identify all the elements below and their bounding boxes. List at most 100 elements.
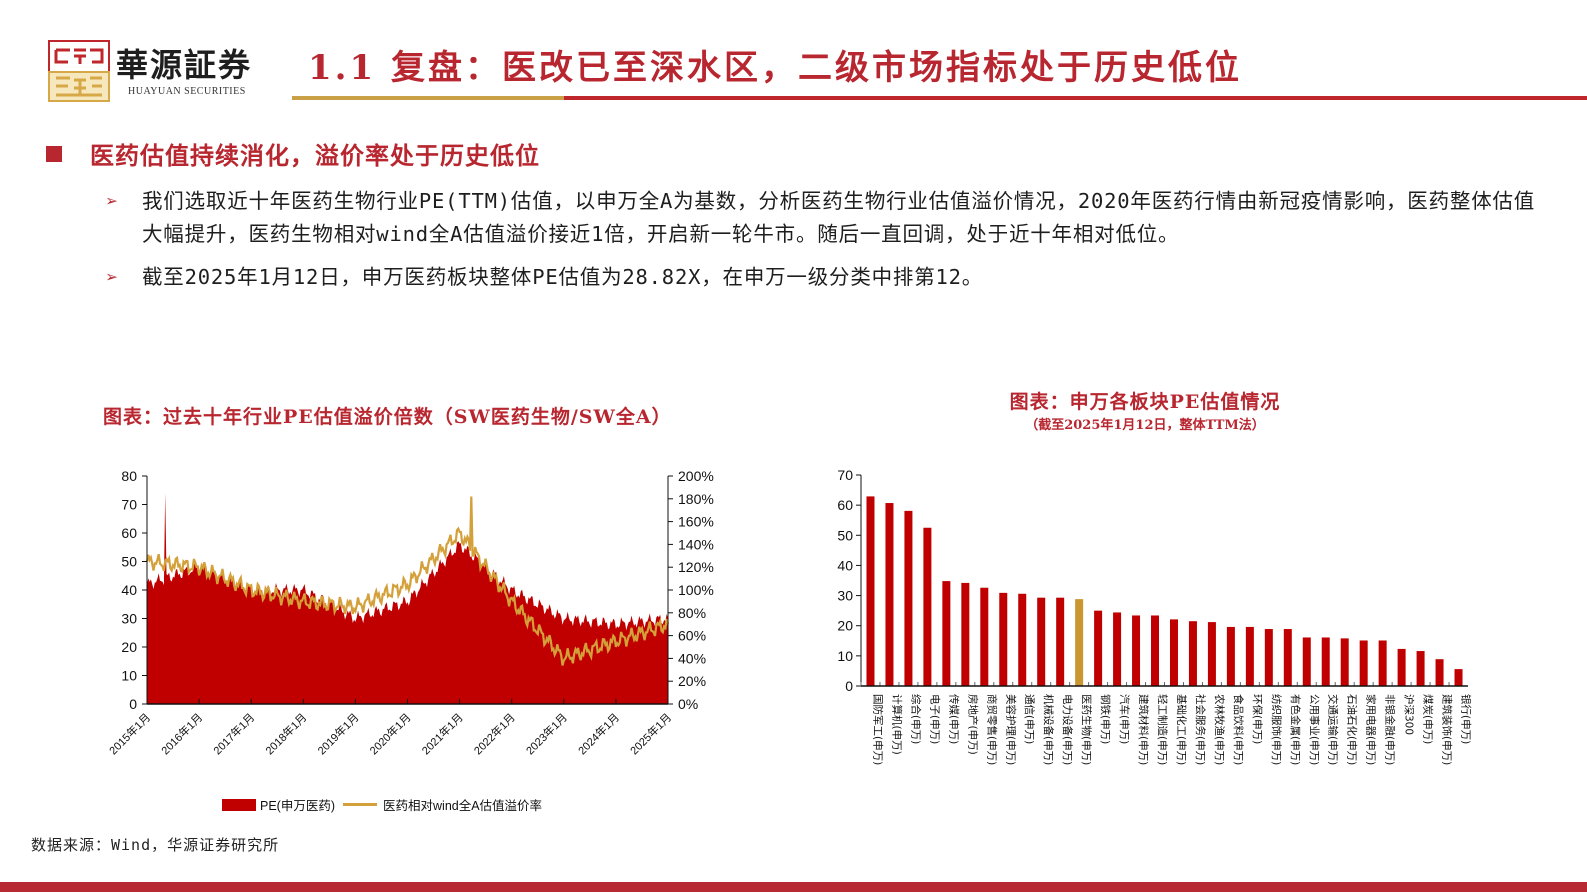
category-label: 传媒(申万) [947,694,960,744]
sector-bar [1340,638,1349,686]
svg-text:60: 60 [121,525,137,541]
category-label: 钢铁(申万) [1099,694,1112,744]
category-label: 煤炭(申万) [1422,694,1435,744]
sector-bar [1151,615,1160,686]
sector-bar [904,510,913,686]
svg-text:2020年1月: 2020年1月 [367,710,414,757]
svg-text:2016年1月: 2016年1月 [158,710,205,757]
sector-bar [1302,637,1311,686]
sector-bar [1283,629,1292,686]
svg-text:70: 70 [121,497,137,513]
svg-text:180%: 180% [678,491,714,507]
svg-text:100%: 100% [678,582,714,598]
category-label: 建筑材料(申万) [1137,694,1150,765]
category-label: 环保(申万) [1251,694,1264,744]
sector-bar [1416,651,1425,686]
svg-text:10: 10 [837,648,853,664]
category-label: 建筑装饰(申万) [1441,694,1454,765]
svg-text:70: 70 [837,467,853,483]
category-label: 美容护理(申万) [1004,694,1017,765]
sector-pe-bar-chart: 0 10 20 30 40 50 60 70 国防军工(申万) 计算机(申万) 综合(申万) 电子(申… [820,460,1520,814]
sector-bar [980,587,989,686]
svg-text:40: 40 [121,582,137,598]
svg-text:40%: 40% [678,650,706,666]
svg-text:60%: 60% [678,628,706,644]
svg-text:2025年1月: 2025年1月 [627,710,674,757]
category-label: 石油石化(申万) [1346,694,1359,765]
legend-bar-label: PE(申万医药) [260,799,336,813]
category-label: 银行(申万) [1460,694,1473,744]
sector-bar [1037,597,1046,686]
category-label: 沪深300 [1403,694,1416,735]
svg-text:0: 0 [845,678,853,694]
sector-bar [1359,640,1368,686]
svg-text:10: 10 [121,668,137,684]
brand-name-cn: 華源証券 [116,46,253,84]
sector-bar [923,527,932,686]
slide-header: 華源証券 HUAYUAN SECURITIES 1.1 复盘：医改已至深水区，二… [0,0,1587,108]
category-label: 国防军工(申万) [871,694,884,765]
category-label: 社会服务(申万) [1194,694,1207,765]
svg-text:50: 50 [121,554,137,570]
sector-bar [1169,619,1178,686]
arrow-bullet-icon: ➢ [106,189,119,213]
category-label: 轻工制造(申万) [1156,694,1169,765]
sector-bar [1397,648,1406,686]
sector-bar [1321,637,1330,686]
right-chart-subtitle: （截至2025年1月12日，整体TTM法） [1025,418,1265,433]
category-label: 计算机(申万) [890,694,903,755]
header-rule-gold [292,96,564,100]
svg-text:80: 80 [121,468,137,484]
svg-text:200%: 200% [678,468,714,484]
sector-bar [1094,610,1103,686]
content-section: 医药估值持续消化，溢价率处于历史低位 ➢ 我们选取近十年医药生物行业PE(TTM… [46,136,1546,294]
category-label: 电力设备(申万) [1061,694,1074,765]
svg-text:40: 40 [837,557,853,573]
category-label: 农林牧渔(申万) [1213,694,1226,765]
sector-bar [1207,622,1216,686]
category-label: 纺织服饰(申万) [1270,694,1283,765]
category-label: 商贸零售(申万) [985,694,998,765]
svg-text:2021年1月: 2021年1月 [419,710,466,757]
sector-bar [1018,593,1027,686]
svg-text:20: 20 [837,618,853,634]
category-label: 有色金属(申万) [1289,694,1302,765]
svg-text:2024年1月: 2024年1月 [575,710,622,757]
section-heading: 医药估值持续消化，溢价率处于历史低位 [46,136,1546,171]
square-bullet-icon [46,145,62,162]
pe-area-series [147,493,668,704]
category-label: 电子(申万) [928,694,941,744]
svg-text:140%: 140% [678,536,714,552]
sector-bar [885,503,894,686]
svg-text:2017年1月: 2017年1月 [210,710,257,757]
category-label: 非银金融(申万) [1384,694,1397,765]
legend-line-label: 医药相对wind全A估值溢价率 [383,799,543,813]
sector-bar [866,496,875,686]
left-chart-title: 图表：过去十年行业PE估值溢价倍数（SW医药生物/SW全A） [103,406,672,428]
sector-bar [1264,629,1273,686]
sector-bar [1113,612,1122,686]
premium-line-series [145,496,670,666]
section-title: 医药估值持续消化，溢价率处于历史低位 [90,141,540,170]
category-label: 基础化工(申万) [1175,694,1188,765]
svg-text:2019年1月: 2019年1月 [314,710,361,757]
category-label: 交通运输(申万) [1327,694,1340,765]
sector-bar [1435,659,1444,686]
footer-bar [0,882,1587,892]
left-chart-legend: PE(申万医药) 医药相对wind全A估值溢价率 [222,795,542,814]
svg-text:30: 30 [121,611,137,627]
legend-bar-swatch-icon [222,798,256,811]
bullet-item: ➢ 我们选取近十年医药生物行业PE(TTM)估值，以申万全A为基数，分析医药生物… [106,185,1536,251]
svg-text:2018年1月: 2018年1月 [262,710,309,757]
sector-bar [1378,640,1387,686]
category-label: 食品饮料(申万) [1232,694,1245,765]
pe-premium-chart: 0 10 20 30 40 50 60 70 80 0% 20% 40% 60% 80% 100% 120% 1… [90,460,740,794]
bullet-text: 我们选取近十年医药生物行业PE(TTM)估值，以申万全A为基数，分析医药生物行业… [142,189,1536,246]
svg-text:0%: 0% [678,696,698,712]
svg-text:160%: 160% [678,514,714,530]
svg-text:2015年1月: 2015年1月 [106,710,153,757]
category-label: 医药生物(申万) [1080,694,1093,765]
sector-bar [1132,615,1141,686]
category-label: 公用事业(申万) [1308,694,1321,765]
svg-text:2022年1月: 2022年1月 [471,710,518,757]
